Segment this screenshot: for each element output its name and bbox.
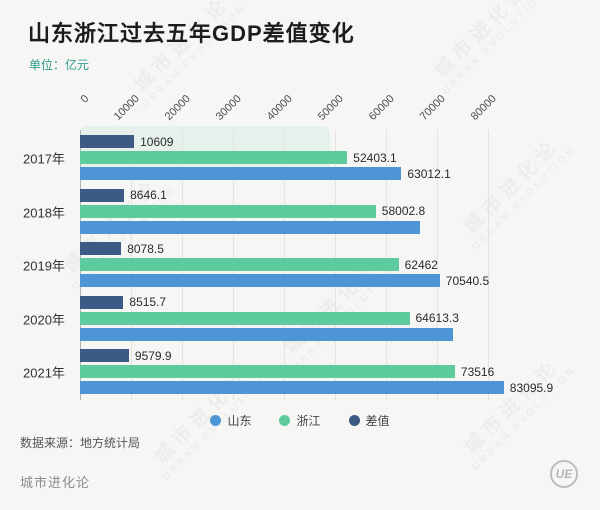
bar-group: 2021年 9579.9 73516 83095.9 <box>23 345 594 399</box>
legend-dot <box>210 415 222 426</box>
bar-value-label: 8078.5 <box>127 241 164 256</box>
bar-value-label: 63012.1 <box>407 166 451 181</box>
bar-value-label: 8646.1 <box>130 188 167 202</box>
brand-name: 城市进化论 <box>20 475 91 490</box>
logo-text: UE <box>555 467 573 481</box>
category-label: 2018年 <box>23 205 65 220</box>
bar-diff <box>80 295 124 309</box>
chart-title: 山东浙江过去五年GDP差值变化 <box>28 21 355 46</box>
x-axis-tick-label: 60000 <box>367 92 398 123</box>
bar-group: 2018年 8646.1 58002.8 <box>23 185 594 239</box>
bar-value-label: 64613.3 <box>415 311 459 325</box>
category-label: 2019年 <box>23 258 65 274</box>
brand-logo: UE <box>550 460 578 488</box>
x-axis-tick-label: 0 <box>78 92 92 106</box>
bar-value-label: 83095.9 <box>509 380 554 395</box>
legend-dot <box>348 415 360 426</box>
bar-value-label: 62462 <box>404 257 438 272</box>
x-axis-tick-label: 80000 <box>469 92 500 123</box>
gridline <box>488 130 489 400</box>
x-axis-tick-label: 20000 <box>163 92 194 123</box>
x-axis-tick-label: 10000 <box>112 92 143 123</box>
x-axis-tick-label: 30000 <box>214 92 245 123</box>
bar-group: 2020年 8515.7 64613.3 <box>23 292 594 346</box>
x-axis-tick-label: 40000 <box>265 92 296 123</box>
bar-zhejiang <box>80 311 410 325</box>
bar-value-label: 10609 <box>140 134 174 149</box>
bar-group: 2019年 8078.5 62462 70540.5 <box>23 238 594 292</box>
x-axis-tick-label: 50000 <box>316 92 347 123</box>
bar-diff <box>80 188 125 202</box>
bar-shandong <box>80 274 440 287</box>
bar-diff <box>80 135 135 148</box>
bar-diff <box>80 349 129 362</box>
bar-shandong <box>80 381 504 394</box>
x-axis-tick-label: 70000 <box>418 92 449 123</box>
bar-value-label: 52403.1 <box>353 150 397 165</box>
legend-item: 差值 <box>348 412 390 429</box>
bar-value-label: 70540.5 <box>445 273 490 288</box>
gridline <box>437 130 438 400</box>
legend-item: 山东 <box>210 412 251 429</box>
chart-unit-label: 单位：亿元 <box>29 58 90 72</box>
category-label: 2021年 <box>23 365 65 381</box>
bar-diff <box>80 242 122 255</box>
bar-zhejiang <box>80 204 376 218</box>
legend-item: 浙江 <box>279 412 321 429</box>
legend-dot <box>279 415 291 426</box>
bar-value-label: 73516 <box>460 364 495 379</box>
bar-zhejiang <box>80 151 348 164</box>
bar-shandong <box>80 220 420 234</box>
bar-group: 2017年 10609 52403.1 63012.1 <box>23 131 594 185</box>
legend: 山东 浙江 差值 <box>0 412 600 429</box>
bar-zhejiang <box>80 365 455 378</box>
bar-value-label: 9579.9 <box>134 348 172 363</box>
category-label: 2017年 <box>23 151 65 167</box>
bar-shandong <box>80 167 402 180</box>
bar-zhejiang <box>80 258 399 271</box>
bar-value-label: 8515.7 <box>129 295 167 309</box>
bar-value-label: 58002.8 <box>381 204 426 218</box>
category-label: 2020年 <box>23 312 65 327</box>
legend-label: 差值 <box>365 414 390 428</box>
data-source: 数据来源：地方统计局 <box>20 436 141 450</box>
legend-label: 浙江 <box>296 414 321 428</box>
bar-shandong <box>80 327 453 341</box>
legend-label: 山东 <box>227 414 252 428</box>
